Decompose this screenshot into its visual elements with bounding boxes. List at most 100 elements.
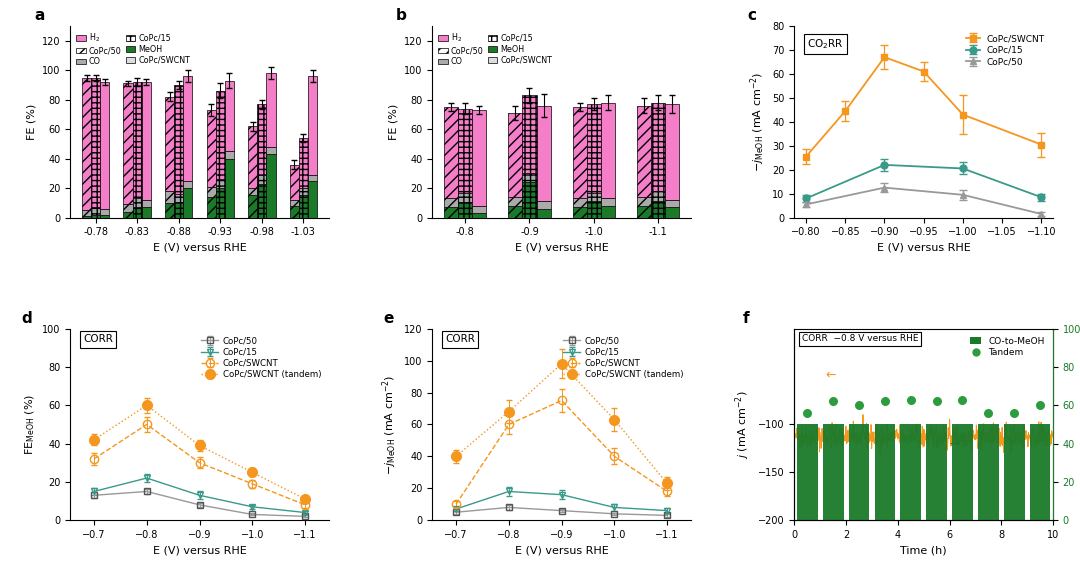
Text: a: a bbox=[33, 8, 44, 23]
Bar bbox=[901, 424, 921, 520]
Text: ←: ← bbox=[825, 368, 836, 381]
Bar bbox=[572, 198, 586, 208]
Bar bbox=[165, 97, 174, 191]
X-axis label: E (V) versus RHE: E (V) versus RHE bbox=[877, 243, 971, 253]
Bar bbox=[637, 197, 651, 206]
Bar bbox=[637, 206, 651, 217]
Bar bbox=[257, 184, 267, 217]
Bar bbox=[174, 203, 184, 217]
Bar bbox=[267, 154, 275, 217]
Bar bbox=[797, 424, 818, 520]
Text: d: d bbox=[22, 311, 31, 326]
Bar bbox=[289, 200, 299, 206]
Bar bbox=[308, 175, 318, 181]
Bar bbox=[651, 103, 665, 191]
Bar bbox=[82, 216, 91, 217]
Point bbox=[954, 395, 971, 404]
Point bbox=[850, 401, 867, 410]
Bar bbox=[444, 198, 458, 208]
Bar bbox=[472, 213, 486, 217]
Bar bbox=[225, 80, 234, 151]
Bar bbox=[100, 214, 109, 217]
Bar bbox=[586, 192, 600, 201]
Bar bbox=[225, 158, 234, 217]
Bar bbox=[257, 175, 267, 184]
Bar bbox=[82, 210, 91, 216]
Bar bbox=[849, 424, 869, 520]
Bar bbox=[91, 208, 100, 214]
Bar bbox=[184, 188, 192, 217]
Bar bbox=[141, 82, 151, 200]
X-axis label: E (V) versus RHE: E (V) versus RHE bbox=[152, 243, 246, 253]
Text: e: e bbox=[383, 311, 393, 326]
Bar bbox=[509, 206, 523, 217]
Bar bbox=[100, 82, 109, 209]
Bar bbox=[572, 107, 586, 198]
Bar bbox=[91, 77, 100, 208]
Bar bbox=[509, 113, 523, 197]
Bar bbox=[184, 181, 192, 188]
Bar bbox=[600, 198, 615, 206]
Text: CORR  −0.8 V versus RHE: CORR −0.8 V versus RHE bbox=[802, 335, 919, 343]
Text: c: c bbox=[747, 8, 757, 23]
Legend: CoPc/50, CoPc/15, CoPc/SWCNT, CoPc/SWCNT (tandem): CoPc/50, CoPc/15, CoPc/SWCNT, CoPc/SWCNT… bbox=[198, 333, 324, 382]
Bar bbox=[174, 85, 184, 194]
Bar bbox=[665, 104, 679, 200]
Bar bbox=[537, 201, 551, 209]
Bar bbox=[82, 77, 91, 210]
Bar bbox=[100, 209, 109, 214]
Bar bbox=[248, 126, 257, 188]
Bar bbox=[308, 181, 318, 217]
Bar bbox=[458, 109, 472, 192]
Bar bbox=[637, 106, 651, 197]
Bar bbox=[206, 110, 216, 187]
Text: →: → bbox=[949, 438, 960, 450]
Bar bbox=[248, 195, 257, 217]
Point bbox=[824, 397, 841, 406]
Y-axis label: FE (%): FE (%) bbox=[389, 103, 399, 140]
Bar bbox=[216, 188, 225, 217]
Bar bbox=[444, 107, 458, 198]
Bar bbox=[537, 106, 551, 201]
Bar bbox=[123, 212, 133, 217]
Point bbox=[928, 397, 945, 406]
Bar bbox=[141, 200, 151, 208]
Bar bbox=[123, 204, 133, 212]
Bar bbox=[537, 209, 551, 217]
Bar bbox=[1029, 424, 1051, 520]
Bar bbox=[216, 91, 225, 179]
Bar bbox=[206, 187, 216, 197]
Bar bbox=[165, 191, 174, 203]
Point bbox=[798, 408, 815, 417]
Bar bbox=[523, 173, 537, 182]
Bar bbox=[472, 110, 486, 206]
Bar bbox=[600, 103, 615, 198]
Bar bbox=[665, 208, 679, 217]
Bar bbox=[651, 191, 665, 201]
Text: f: f bbox=[743, 311, 750, 326]
Y-axis label: FE$_\mathrm{MeOH}$ (%): FE$_\mathrm{MeOH}$ (%) bbox=[23, 394, 37, 455]
Bar bbox=[308, 76, 318, 175]
X-axis label: Time (h): Time (h) bbox=[901, 546, 947, 555]
Bar bbox=[953, 424, 973, 520]
Bar bbox=[165, 203, 174, 217]
Bar bbox=[472, 206, 486, 213]
Legend: CoPc/50, CoPc/15, CoPc/SWCNT, CoPc/SWCNT (tandem): CoPc/50, CoPc/15, CoPc/SWCNT, CoPc/SWCNT… bbox=[559, 333, 687, 382]
Bar bbox=[978, 424, 999, 520]
Bar bbox=[289, 165, 299, 200]
Text: b: b bbox=[396, 8, 407, 23]
Bar bbox=[823, 424, 843, 520]
Bar bbox=[523, 95, 537, 173]
Bar bbox=[267, 73, 275, 147]
Bar bbox=[289, 206, 299, 217]
Point bbox=[902, 395, 919, 404]
Bar bbox=[927, 424, 947, 520]
Bar bbox=[257, 104, 267, 175]
Bar bbox=[299, 195, 308, 217]
Bar bbox=[248, 188, 257, 195]
Legend: H$_2$, CoPc/50, CO, CoPc/15, MeOH, CoPc/SWCNT: H$_2$, CoPc/50, CO, CoPc/15, MeOH, CoPc/… bbox=[75, 30, 192, 68]
Bar bbox=[444, 208, 458, 217]
Bar bbox=[184, 76, 192, 181]
Bar bbox=[458, 203, 472, 217]
Text: CO$_2$RR: CO$_2$RR bbox=[807, 38, 843, 51]
